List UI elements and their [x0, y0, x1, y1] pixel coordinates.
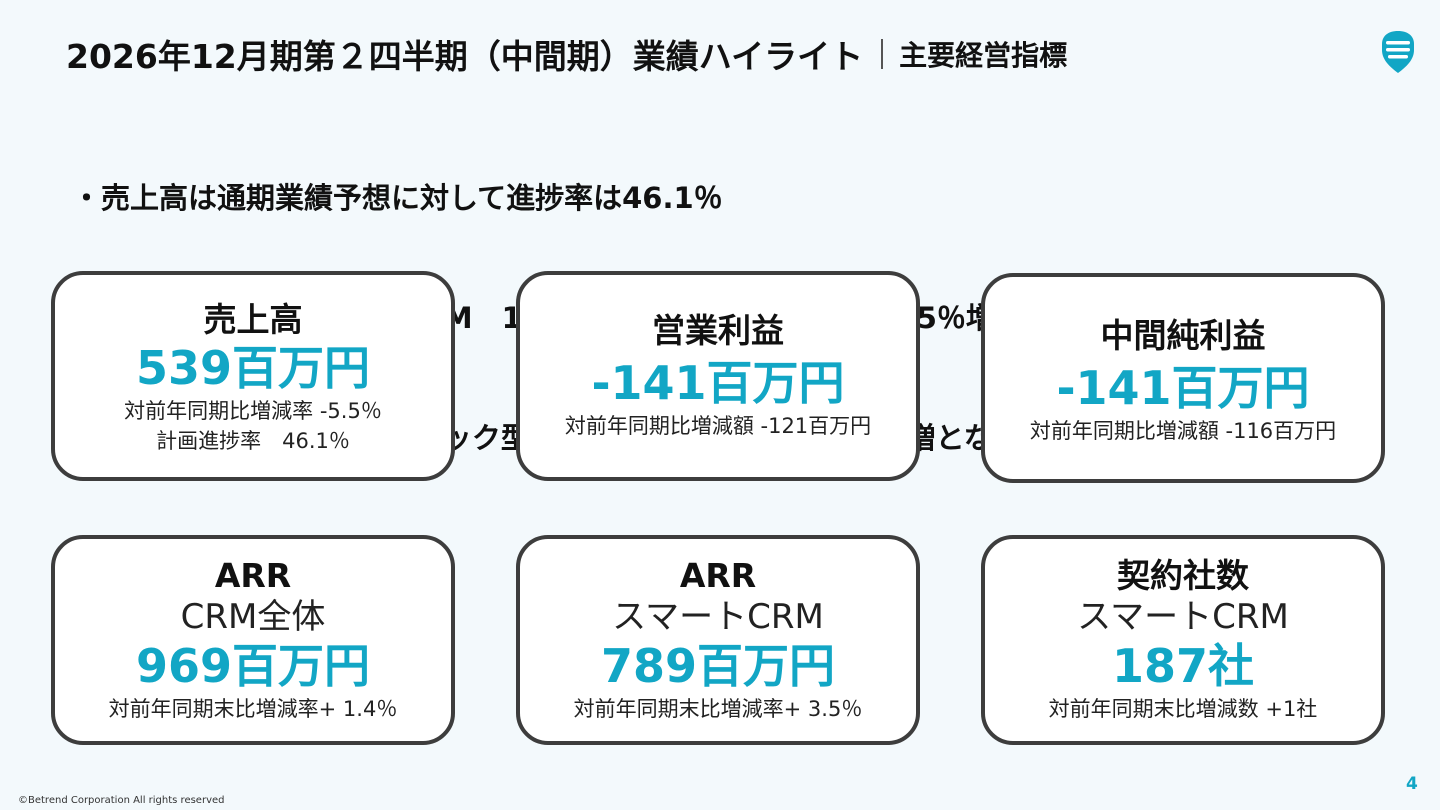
card-note: 対前年同期比増減率 -5.5％ [124, 399, 382, 423]
card-value: 969百万円 [135, 639, 371, 693]
kpi-card-sales: 売上高 539百万円 対前年同期比増減率 -5.5％ 計画進捗率 46.1％ [51, 271, 455, 481]
card-value: 539百万円 [135, 341, 371, 395]
card-note: 対前年同期末比増減数 +1社 [1048, 697, 1318, 721]
card-subtitle: スマートCRM [1077, 597, 1289, 637]
kpi-card-operating-profit: 営業利益 -141百万円 対前年同期比増減額 -121百万円 [516, 271, 920, 481]
page-title: 2026年12月期第２四半期（中間期）業績ハイライト [66, 37, 864, 76]
page-number: 4 [1406, 774, 1418, 794]
card-subtitle: CRM全体 [180, 597, 326, 637]
card-note: 対前年同期比増減額 -116百万円 [1029, 419, 1337, 443]
title-divider [881, 39, 884, 69]
card-value: 789百万円 [600, 639, 836, 693]
card-note: 対前年同期比増減額 -121百万円 [564, 414, 872, 438]
card-value: -141百万円 [1056, 361, 1310, 415]
kpi-card-arr-smart-crm: ARR スマートCRM 789百万円 対前年同期末比増減率+ 3.5％ [516, 535, 920, 745]
card-subtitle: スマートCRM [612, 597, 824, 637]
kpi-card-net-income: 中間純利益 -141百万円 対前年同期比増減額 -116百万円 [981, 273, 1385, 483]
card-title: ARR [679, 556, 757, 595]
card-title: 売上高 [203, 300, 303, 339]
card-title: 中間純利益 [1100, 316, 1266, 355]
card-value: -141百万円 [591, 356, 845, 410]
page-subtitle: 主要経営指標 [899, 39, 1068, 72]
card-title: 契約社数 [1117, 556, 1249, 595]
copyright-footer: ©Betrend Corporation All rights reserved [18, 795, 225, 806]
kpi-card-contract-count: 契約社数 スマートCRM 187社 対前年同期末比増減数 +1社 [981, 535, 1385, 745]
page-header: 2026年12月期第２四半期（中間期）業績ハイライト 主要経営指標 [66, 30, 1067, 78]
card-title: ARR [214, 556, 292, 595]
bullet-item: ・売上高は通期業績予想に対して進捗率は46.1％ [72, 181, 723, 215]
betrend-logo-icon [1382, 31, 1414, 73]
card-value: 187社 [1111, 639, 1255, 693]
card-note: 計画進捗率 46.1％ [156, 429, 350, 453]
card-note: 対前年同期末比増減率+ 3.5％ [573, 697, 863, 721]
kpi-card-arr-crm-total: ARR CRM全体 969百万円 対前年同期末比増減率+ 1.4％ [51, 535, 455, 745]
card-title: 営業利益 [652, 311, 784, 350]
card-note: 対前年同期末比増減率+ 1.4％ [108, 697, 398, 721]
